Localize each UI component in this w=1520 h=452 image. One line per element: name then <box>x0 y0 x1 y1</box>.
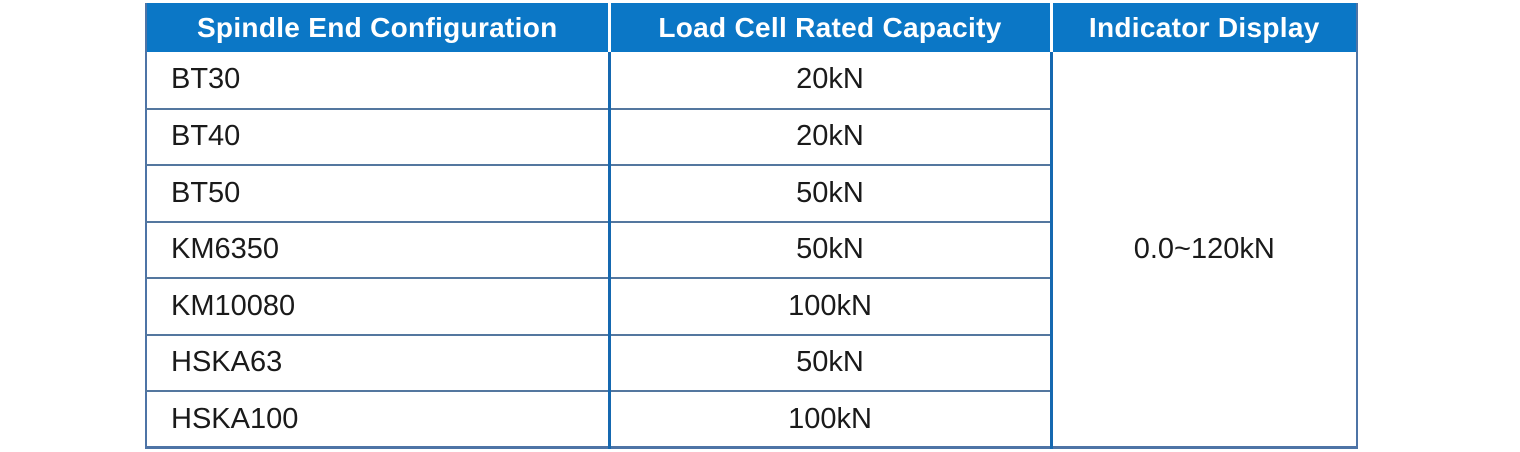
table-body: BT30 20kN 0.0~120kN BT40 20kN BT50 50kN … <box>146 52 1357 448</box>
column-header-indicator-display: Indicator Display <box>1049 3 1357 52</box>
table-row: HSKA100 100kN <box>146 391 1357 448</box>
spindle-configuration-cell: HSKA63 <box>146 334 611 392</box>
rated-capacity-cell: 50kN <box>609 165 1053 223</box>
spindle-configuration-cell: BT40 <box>146 108 611 166</box>
rated-capacity-cell: 20kN <box>609 108 1053 166</box>
indicator-display-cell: 0.0~120kN <box>1051 52 1357 448</box>
table-row: HSKA63 50kN <box>146 334 1357 392</box>
spindle-configuration-cell: KM10080 <box>146 278 611 336</box>
rated-capacity-cell: 50kN <box>609 221 1053 279</box>
column-header-load-cell-rated-capacity: Load Cell Rated Capacity <box>607 3 1051 52</box>
header-row: Spindle End Configuration Load Cell Rate… <box>146 3 1357 52</box>
table-row: BT30 20kN 0.0~120kN <box>146 52 1357 448</box>
table-row: BT40 20kN <box>146 108 1357 166</box>
table-row: KM6350 50kN <box>146 221 1357 279</box>
spindle-configuration-cell: HSKA100 <box>146 391 611 448</box>
table-header: Spindle End Configuration Load Cell Rate… <box>146 3 1357 52</box>
spindle-spec-table: Spindle End Configuration Load Cell Rate… <box>145 3 1358 449</box>
table-row: BT50 50kN <box>146 165 1357 223</box>
rated-capacity-cell: 100kN <box>609 391 1053 448</box>
table-row: KM10080 100kN <box>146 278 1357 336</box>
spindle-configuration-cell: BT30 <box>146 52 611 110</box>
spindle-configuration-cell: BT50 <box>146 165 611 223</box>
rated-capacity-cell: 20kN <box>609 52 1053 110</box>
rated-capacity-cell: 100kN <box>609 278 1053 336</box>
spindle-configuration-cell: KM6350 <box>146 221 611 279</box>
rated-capacity-cell: 50kN <box>609 334 1053 392</box>
column-header-spindle-end-configuration: Spindle End Configuration <box>146 3 609 52</box>
